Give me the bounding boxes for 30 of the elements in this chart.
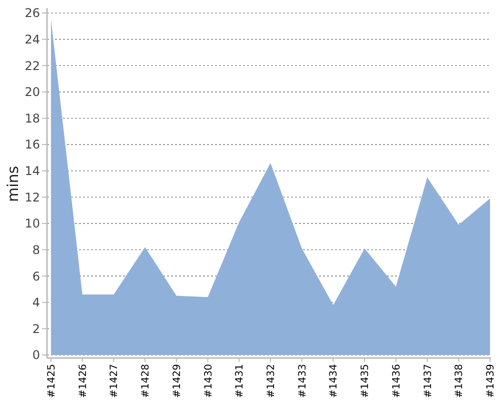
x-tick-label: #1433 bbox=[297, 364, 308, 398]
x-tick-label: #1431 bbox=[234, 364, 246, 398]
y-tick-label: 24 bbox=[24, 32, 40, 47]
y-tick-label: 12 bbox=[24, 190, 40, 204]
y-tick-label: 14 bbox=[24, 164, 40, 178]
y-tick-label: 18 bbox=[24, 111, 40, 126]
x-tick-label: #1426 bbox=[78, 364, 89, 398]
x-tick-label: #1427 bbox=[109, 364, 120, 398]
x-tick-label: #1438 bbox=[454, 364, 466, 398]
y-tick-label: 20 bbox=[24, 85, 40, 100]
x-tick-label: #1429 bbox=[172, 364, 183, 398]
y-tick-label: 4 bbox=[32, 296, 40, 310]
x-tick-label: #1435 bbox=[360, 364, 372, 398]
x-tick-label: #1434 bbox=[328, 364, 340, 398]
x-tick-label: #1430 bbox=[203, 364, 214, 398]
y-tick-label: 2 bbox=[32, 322, 40, 336]
y-tick-label: 6 bbox=[32, 269, 40, 284]
x-tick-label: #1428 bbox=[140, 364, 152, 398]
x-tick-label: #1425 bbox=[46, 364, 58, 398]
y-tick-label: 8 bbox=[32, 242, 40, 257]
y-tick-label: 26 bbox=[24, 6, 40, 20]
y-tick-label: 0 bbox=[32, 348, 40, 362]
y-tick-label: 10 bbox=[24, 216, 40, 231]
x-tick-label: #1436 bbox=[391, 364, 402, 398]
x-tick-label: #1432 bbox=[266, 364, 277, 398]
y-tick-label: 16 bbox=[24, 138, 40, 152]
y-tick-label: 22 bbox=[24, 58, 40, 73]
y-axis-title: mins bbox=[4, 166, 22, 202]
x-tick-label: #1439 bbox=[486, 364, 496, 398]
x-tick-label: #1437 bbox=[422, 364, 434, 398]
